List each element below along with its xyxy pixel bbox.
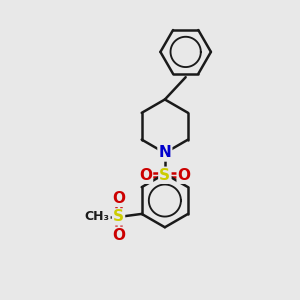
Text: O: O [112,228,125,243]
Text: O: O [112,191,125,206]
Text: O: O [139,168,152,183]
Text: N: N [158,146,171,160]
Text: CH₃: CH₃ [85,210,110,224]
Text: O: O [178,168,191,183]
Text: S: S [113,209,124,224]
Text: S: S [159,168,170,183]
